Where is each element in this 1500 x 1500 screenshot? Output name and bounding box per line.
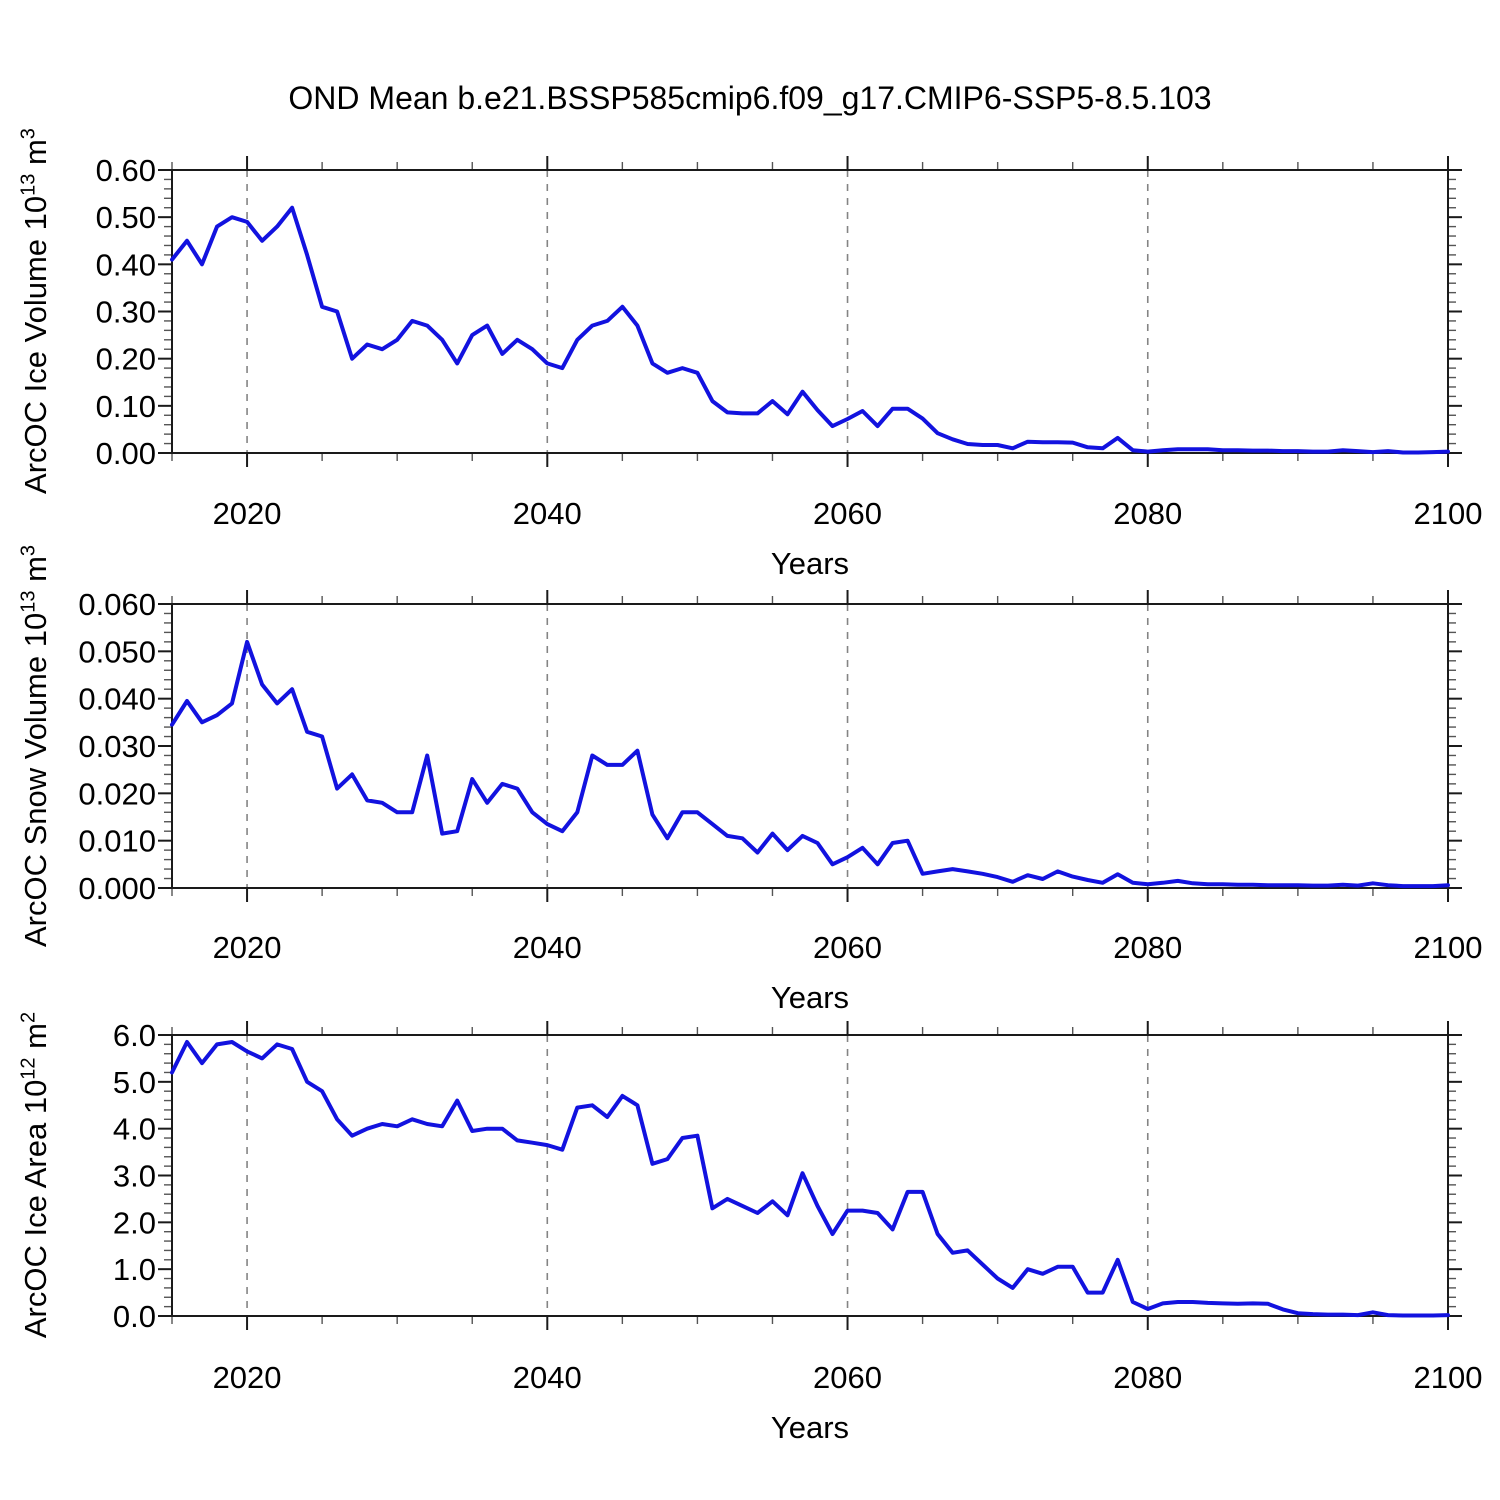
- x-tick-label: 2020: [213, 930, 282, 965]
- exponent: 2: [17, 1011, 40, 1023]
- x-tick-label: 2060: [813, 930, 882, 965]
- x-tick-label: 2080: [1113, 930, 1182, 965]
- x-axis-label-chart3: Years: [770, 1410, 850, 1445]
- x-tick-label: 2020: [213, 1360, 282, 1395]
- x-tick-label: 2040: [513, 496, 582, 531]
- y-tick-label: 0.00: [96, 436, 156, 471]
- x-tick-label: 2040: [513, 1360, 582, 1395]
- y-tick-label: 6.0: [113, 1018, 156, 1053]
- y-tick-label: 1.0: [113, 1252, 156, 1287]
- y-tick-label: 0.60: [96, 153, 156, 188]
- x-axis-label-chart2: Years: [770, 980, 850, 1015]
- y-tick-label: 0.060: [78, 587, 156, 622]
- x-tick-label: 2080: [1113, 1360, 1182, 1395]
- y-tick-label: 5.0: [113, 1065, 156, 1100]
- x-tick-label: 2040: [513, 930, 582, 965]
- y-tick-label: 3.0: [113, 1159, 156, 1194]
- exponent: 3: [17, 544, 40, 557]
- y-tick-label: 0.000: [78, 871, 156, 906]
- exponent: 3: [17, 128, 40, 140]
- y-tick-label: 2.0: [113, 1205, 156, 1240]
- y-tick-label: 0.20: [96, 342, 156, 377]
- y-tick-label: 0.30: [96, 295, 156, 330]
- x-tick-label: 2100: [1414, 496, 1483, 531]
- page-title: OND Mean b.e21.BSSP585cmip6.f09_g17.CMIP…: [288, 80, 1212, 116]
- arcoc-ice-area-chart: 0.0 1.0 2.0 3.0 4.0 5.0 6.0 2020 2040 2060 2080 210…: [113, 1018, 1483, 1395]
- x-tick-label: 2060: [813, 496, 882, 531]
- y-tick-label: 0.50: [96, 200, 156, 235]
- x-tick-label: 2060: [813, 1360, 882, 1395]
- y-tick-label: 0.0: [113, 1299, 156, 1334]
- arcoc-snow-volume-chart: 0.000 0.010 0.020 0.030 0.040 0.050 0.060 2020 2…: [78, 587, 1482, 965]
- plot-frame: [171, 1034, 1449, 1317]
- plot-frame: [171, 169, 1449, 454]
- plot-frame: [171, 603, 1449, 889]
- x-tick-label: 2100: [1414, 930, 1483, 965]
- y-axis-unit: m: [18, 1023, 53, 1058]
- y-axis-label-ice-area: ArcOC Ice Area 1012 m2: [15, 855, 57, 1495]
- x-tick-label: 2100: [1414, 1360, 1483, 1395]
- arcoc-ice-volume-chart: 0.00 0.10 0.20 0.30 0.40 0.50 0.60 2020 2040 2060…: [96, 153, 1483, 531]
- y-tick-label: 0.40: [96, 247, 156, 282]
- y-tick-label: 0.040: [78, 682, 156, 717]
- arcoc-ice-area-series-line: [170, 1040, 1450, 1318]
- y-axis-unit: m: [18, 139, 53, 174]
- x-tick-label: 2080: [1113, 496, 1182, 531]
- x-tick-label: 2020: [213, 496, 282, 531]
- exponent: 13: [17, 590, 40, 613]
- y-tick-label: 0.020: [78, 776, 156, 811]
- y-axis-unit: m: [18, 556, 53, 591]
- arcoc-snow-volume-series-line: [170, 639, 1450, 889]
- exponent: 13: [17, 173, 40, 196]
- exponent: 12: [17, 1057, 40, 1080]
- y-tick-label: 4.0: [113, 1112, 156, 1147]
- x-axis-label-chart1: Years: [770, 546, 850, 581]
- y-tick-label: 0.10: [96, 389, 156, 424]
- y-tick-label: 0.010: [78, 824, 156, 859]
- y-tick-label: 0.030: [78, 729, 156, 764]
- arcoc-ice-volume-series-line: [170, 205, 1450, 455]
- y-tick-label: 0.050: [78, 634, 156, 669]
- y-axis-label-text: ArcOC Ice Area 10: [18, 1079, 53, 1339]
